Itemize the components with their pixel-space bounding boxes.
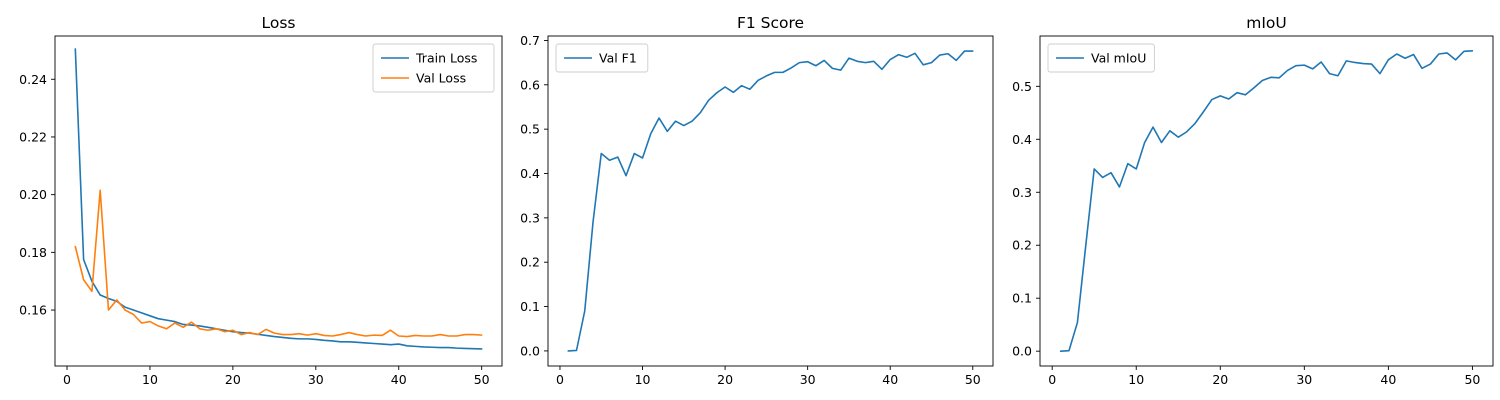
f1-score-y-tick-label: 0.2	[520, 255, 540, 270]
loss-train-loss-line	[74, 48, 483, 350]
loss-val-loss-line	[74, 189, 483, 338]
f1-score-panel: 0 10 20 30 40 50 0.0 0.1 0.2 0.3 0.4 0.5 0.6 0.7 F1 Sc…	[520, 14, 994, 387]
f1-score-y-tick-label: 0.4	[520, 166, 540, 181]
loss-x-tick-label: 10	[142, 372, 158, 387]
miou-y-tick-label: 0.3	[1012, 185, 1032, 200]
miou-val-miou-line	[1059, 50, 1474, 352]
miou-legend: Val mIoU	[1047, 43, 1155, 73]
miou-x-tick-label: 20	[1212, 372, 1228, 387]
miou-y-tick-label: 0.0	[1012, 344, 1032, 359]
f1-score-x-tick-label: 30	[800, 372, 816, 387]
loss-panel: 0 10 20 30 40 50 0.16 0.18 0.20 0.22 0.24 Loss Train…	[19, 14, 503, 387]
f1-score-legend-box	[555, 43, 649, 73]
miou-x-tick-label: 40	[1380, 372, 1396, 387]
miou-panel: 0 10 20 30 40 50 0.0 0.1 0.2 0.3 0.4 0.5 mIoU Val mIo…	[1012, 14, 1494, 387]
miou-x-tick-label: 30	[1296, 372, 1312, 387]
loss-x-tick-label: 30	[308, 372, 324, 387]
miou-y-tick-label: 0.5	[1012, 79, 1032, 94]
miou-x-tick-label: 10	[1128, 372, 1144, 387]
loss-y-tick-label: 0.22	[19, 129, 47, 144]
miou-x-tick-label: 0	[1048, 372, 1056, 387]
f1-score-x-tick-label: 10	[635, 372, 651, 387]
f1-score-x-tick-label: 0	[556, 372, 564, 387]
f1-score-legend: Val F1	[555, 43, 649, 73]
miou-legend-box	[1047, 43, 1155, 73]
loss-y-tick-label: 0.20	[19, 187, 47, 202]
f1-score-y-tick-label: 0.6	[520, 77, 540, 92]
loss-x-tick-label: 50	[474, 372, 490, 387]
miou-x-tick-label: 50	[1464, 372, 1480, 387]
loss-y-tick-label: 0.16	[19, 303, 47, 318]
loss-x-tick-label: 40	[391, 372, 407, 387]
f1-score-legend-label: Val F1	[599, 51, 637, 66]
f1-score-y-tick-label: 0.5	[520, 122, 540, 137]
loss-title: Loss	[262, 14, 296, 32]
loss-axes-frame	[54, 35, 503, 367]
loss-y-tick-label: 0.24	[19, 72, 47, 87]
miou-axes-frame	[1039, 35, 1494, 367]
miou-y-tick-label: 0.1	[1012, 291, 1032, 306]
loss-legend-label: Val Loss	[416, 71, 466, 86]
f1-score-x-tick-label: 40	[882, 372, 898, 387]
loss-legend-box	[372, 43, 495, 93]
f1-score-val-f1-line	[567, 50, 974, 352]
f1-score-y-tick-label: 0.1	[520, 299, 540, 314]
f1-score-y-tick-label: 0.3	[520, 210, 540, 225]
loss-legend-label: Train Loss	[415, 51, 477, 66]
f1-score-x-tick-label: 50	[965, 372, 981, 387]
loss-y-tick-label: 0.18	[19, 245, 47, 260]
miou-title: mIoU	[1246, 14, 1287, 32]
f1-score-y-tick-label: 0.0	[520, 343, 540, 358]
miou-legend-label: Val mIoU	[1091, 51, 1146, 66]
f1-score-x-tick-label: 20	[717, 372, 733, 387]
loss-x-tick-label: 0	[63, 372, 71, 387]
miou-y-tick-label: 0.2	[1012, 238, 1032, 253]
f1-score-y-tick-label: 0.7	[520, 33, 540, 48]
miou-y-tick-label: 0.4	[1012, 132, 1032, 147]
loss-legend: Train Loss Val Loss	[372, 43, 495, 93]
f1-score-title: F1 Score	[737, 14, 804, 32]
loss-x-tick-label: 20	[225, 372, 241, 387]
f1-score-axes-frame	[547, 35, 994, 367]
